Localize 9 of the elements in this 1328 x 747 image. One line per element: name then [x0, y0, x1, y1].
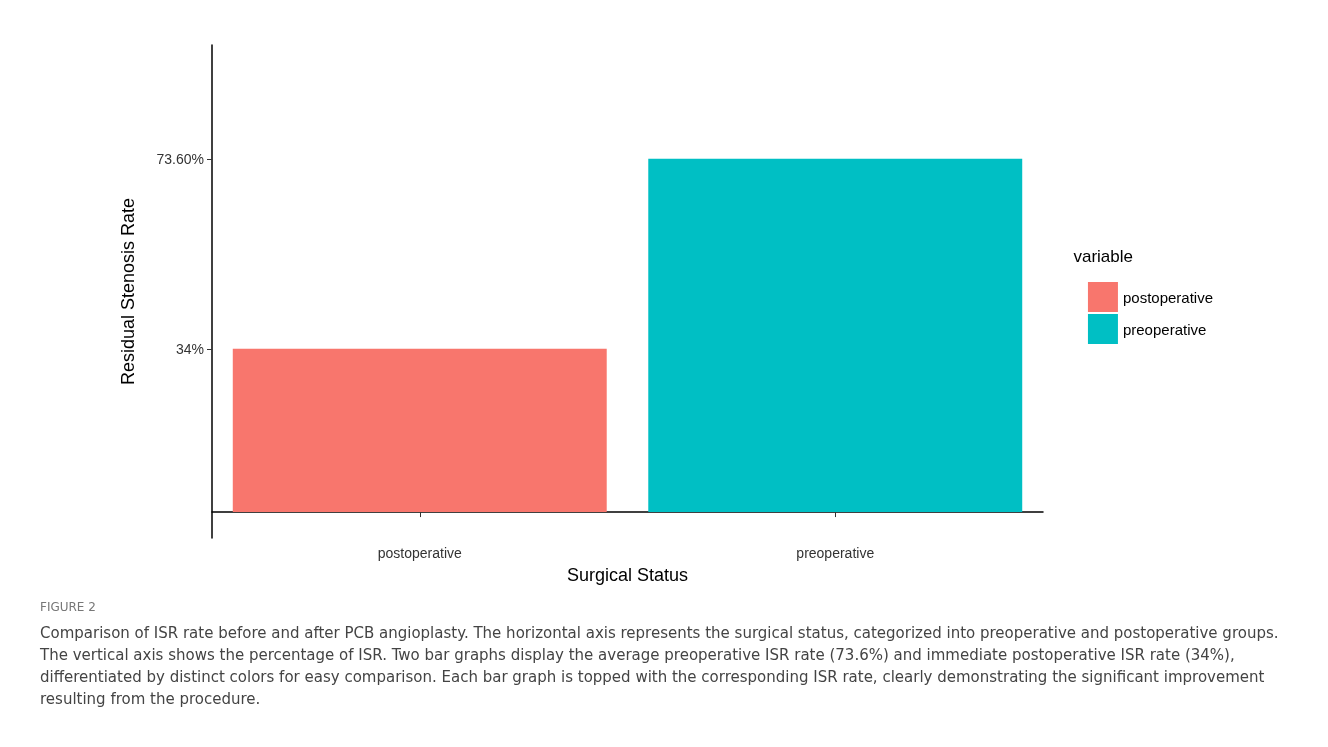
y-axis-title: Residual Stenosis Rate — [118, 197, 138, 386]
legend-label: postoperative — [1122, 288, 1213, 306]
x-axis-title: Surgical Status — [566, 565, 689, 585]
legend-label: preoperative — [1122, 320, 1207, 338]
y-tick-label: 73.60% — [156, 150, 204, 167]
caption: FIGURE 2 — [40, 600, 97, 614]
legend-title: variable — [1073, 247, 1134, 266]
y-tick-label: 34% — [175, 340, 204, 357]
text: Comparison of ISR rate before and after PCB angioplasty. The horizontal axis represents the surgical status, categorized into preoperative and postoperative groups. The vertical axis shows the percentage of ISR. Two bar graphs display the average preoperative ISR rate (73.6%) and immediate postoperative ISR rate (34%), differentiated by distinct colors for easy comparison. Each bar graph is topped with the corresponding ISR rate, clearly demonstrating the significant improvement resulting from the procedure. — [40, 623, 1280, 710]
